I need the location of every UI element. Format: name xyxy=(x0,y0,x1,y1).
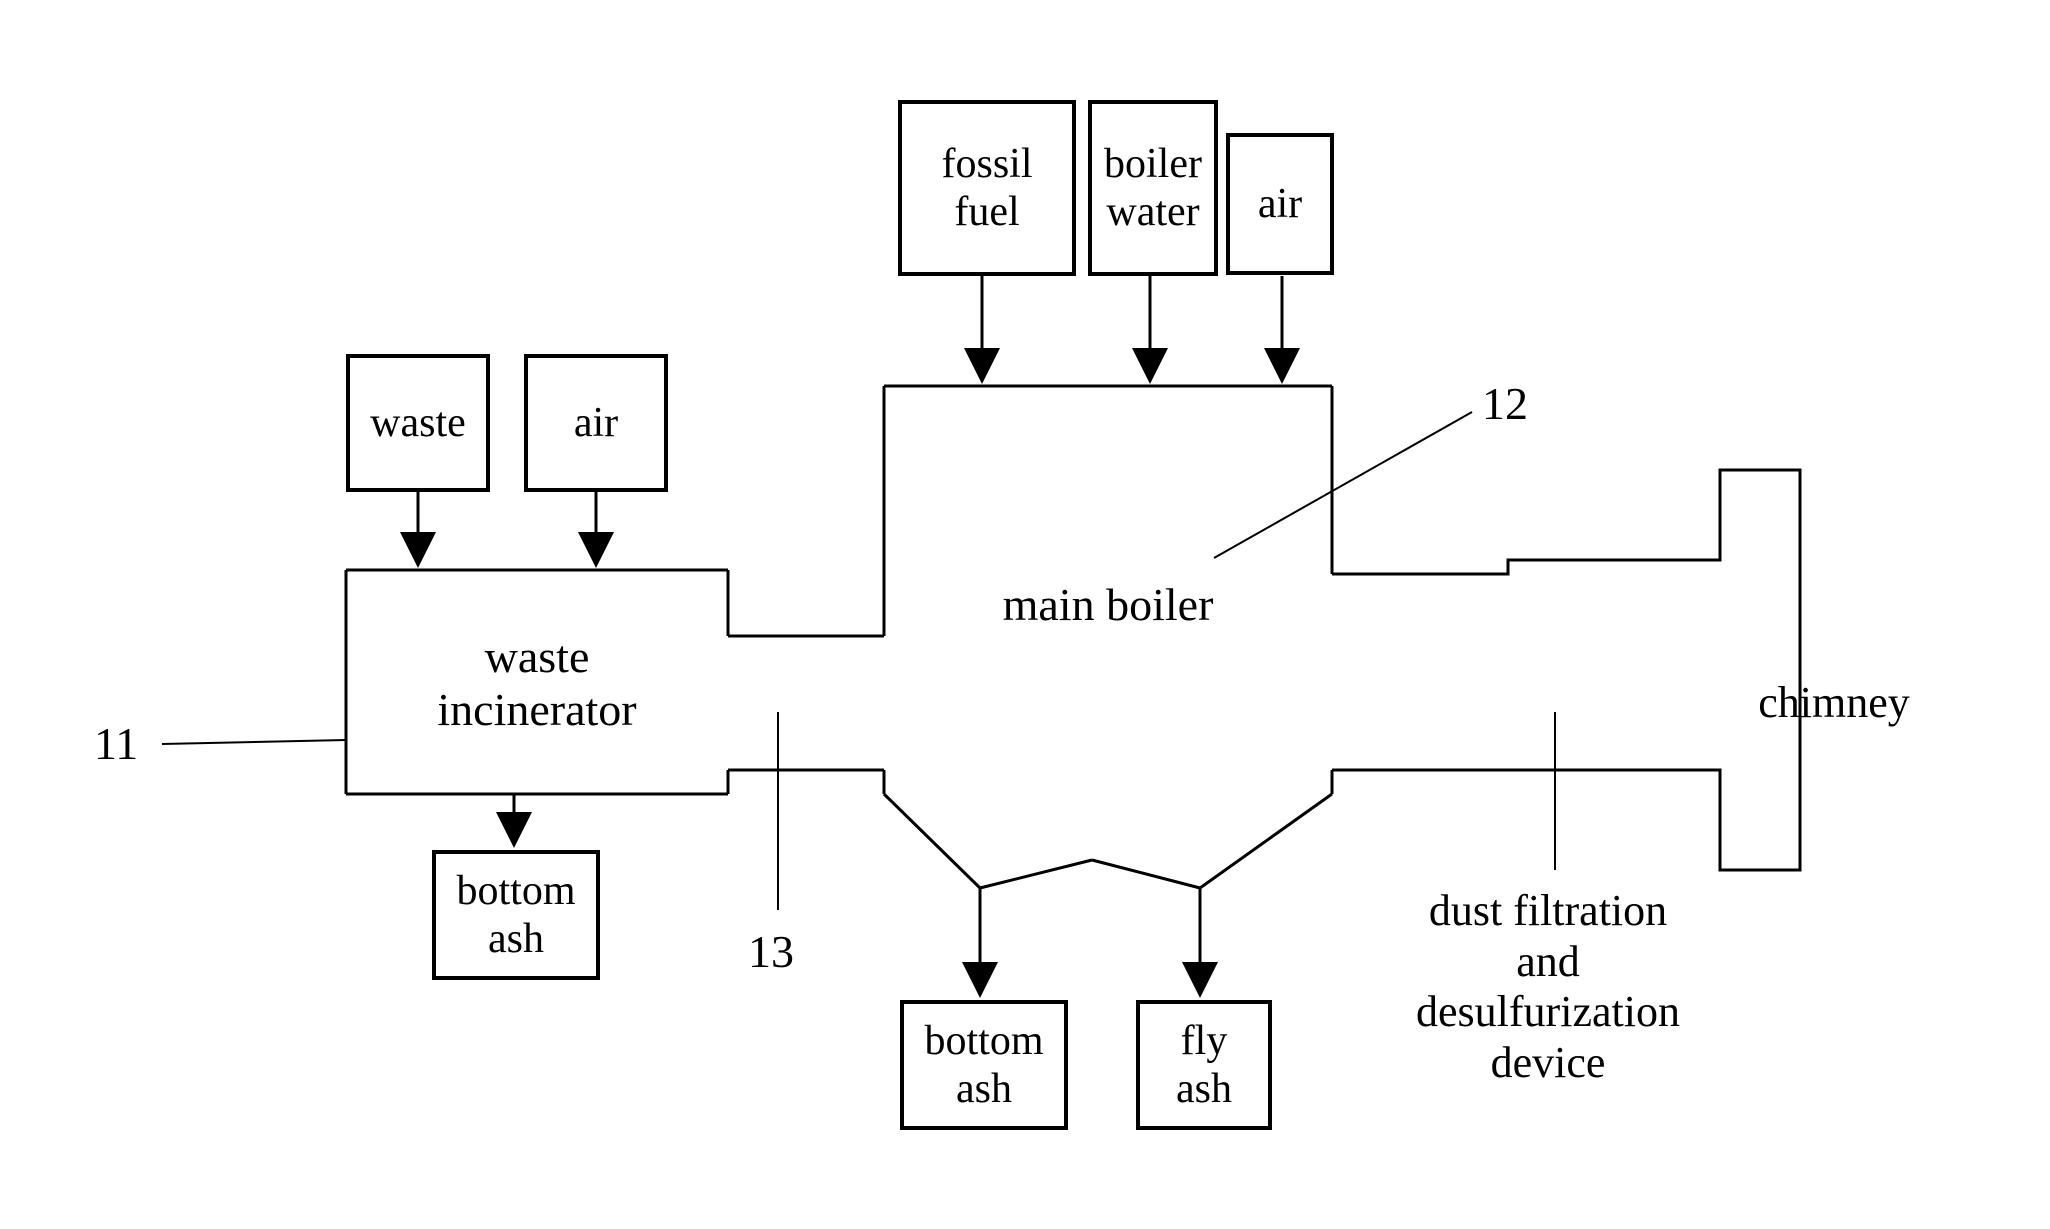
label-ref-13-text: 13 xyxy=(748,926,794,977)
label-chimney-text: chimney xyxy=(1758,678,1910,727)
node-waste: waste xyxy=(346,354,490,492)
node-air2-label: air xyxy=(1258,180,1302,228)
node-main-boiler-label: main boiler xyxy=(1003,579,1214,630)
node-fossil-fuel: fossilfuel xyxy=(898,100,1076,276)
label-chimney: chimney xyxy=(1684,678,1984,729)
label-ref-11: 11 xyxy=(94,718,138,771)
node-fly-ash-label: flyash xyxy=(1176,1017,1232,1114)
node-air1-label: air xyxy=(574,399,618,447)
node-boiler-water-label: boilerwater xyxy=(1104,140,1202,237)
label-ref-12: 12 xyxy=(1482,378,1528,431)
label-dust-device-text: dust filtrationanddesulfurizationdevice xyxy=(1416,886,1680,1087)
node-air1: air xyxy=(524,354,668,492)
node-mb-bottom-ash-label: bottomash xyxy=(924,1017,1043,1114)
node-wi-bottom-ash: bottomash xyxy=(432,850,600,980)
label-ref-12-text: 12 xyxy=(1482,378,1528,429)
node-air2: air xyxy=(1226,133,1334,275)
node-waste-label: waste xyxy=(370,399,466,447)
label-ref-13: 13 xyxy=(748,926,794,979)
node-fly-ash: flyash xyxy=(1136,1000,1272,1130)
node-boiler-water: boilerwater xyxy=(1088,100,1218,276)
node-incinerator-label: wasteincinerator xyxy=(437,631,636,735)
node-incinerator-label-container: wasteincinerator xyxy=(346,631,728,737)
node-fossil-fuel-label: fossilfuel xyxy=(941,140,1032,237)
label-ref-11-text: 11 xyxy=(94,718,138,769)
node-wi-bottom-ash-label: bottomash xyxy=(456,867,575,964)
label-dust-device: dust filtrationanddesulfurizationdevice xyxy=(1398,886,1698,1088)
node-mb-bottom-ash: bottomash xyxy=(900,1000,1068,1130)
node-main-boiler-label-container: main boiler xyxy=(884,579,1332,632)
